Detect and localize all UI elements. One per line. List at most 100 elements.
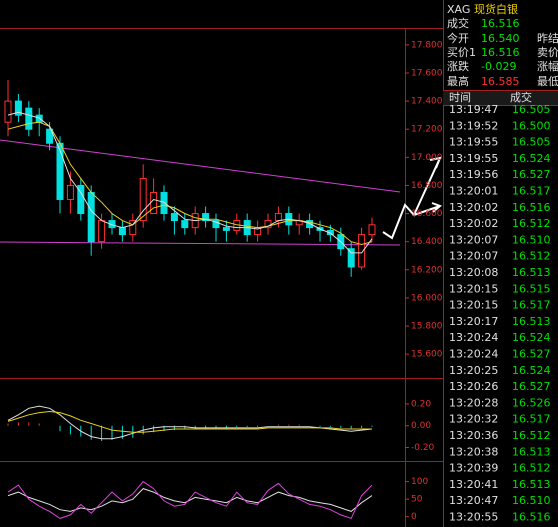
- tick-time: 13:19:55: [449, 136, 498, 149]
- quote-label: 今开: [447, 31, 469, 45]
- tick-time: 13:20:47: [449, 494, 498, 507]
- tick-price: 16.500: [512, 119, 551, 132]
- y-tick-label: 0.20: [411, 399, 431, 409]
- quote-side-label: 涨幅: [537, 60, 558, 73]
- tick-time: 13:20:07: [449, 233, 498, 246]
- y-tick-label: 17.000: [411, 153, 443, 163]
- candle-body: [274, 213, 282, 222]
- symbol: XAG: [447, 3, 470, 16]
- y-tick-label: 17.600: [411, 68, 443, 78]
- tick-time: 13:19:55: [449, 152, 498, 165]
- indicator-line: [7, 480, 373, 520]
- y-tick-label: 16.200: [411, 265, 443, 275]
- candle-body: [160, 191, 168, 215]
- tick-time: 13:20:24: [449, 348, 498, 361]
- y-tick-label: 16.000: [411, 293, 443, 303]
- y-tick-label: 17.200: [411, 125, 443, 135]
- candle-body: [358, 234, 366, 268]
- candle-body: [118, 227, 126, 236]
- tick-price: 16.512: [512, 217, 551, 230]
- quote-side-label: 卖价: [537, 46, 558, 59]
- tick-price: 16.524: [512, 331, 551, 344]
- candle-body: [98, 220, 106, 243]
- tick-price: 16.527: [512, 348, 551, 361]
- tick-time: 13:19:47: [449, 103, 498, 116]
- ticks-header: 时间: [449, 91, 471, 104]
- candle-body: [87, 191, 95, 243]
- tick-time: 13:20:25: [449, 364, 498, 377]
- tick-time: 13:20:36: [449, 429, 498, 442]
- candle-body: [14, 100, 22, 116]
- quote-side-label: 最低: [537, 75, 558, 88]
- candle-body: [25, 107, 33, 130]
- tick-time: 13:20:39: [449, 462, 498, 475]
- quote-label: 涨跌: [447, 59, 469, 73]
- tick-time: 13:19:52: [449, 119, 498, 132]
- candle-body: [66, 184, 74, 200]
- tick-time: 13:20:15: [449, 299, 498, 312]
- y-tick-label: 16.600: [411, 209, 443, 219]
- tick-price: 16.512: [512, 462, 551, 475]
- candle-body: [77, 184, 85, 215]
- candle-body: [222, 227, 230, 231]
- indicator-line: [7, 488, 373, 512]
- quote-label: 买价1: [447, 46, 476, 59]
- tick-price: 16.513: [512, 478, 551, 491]
- tick-price: 16.516: [512, 511, 551, 524]
- tick-time: 13:20:55: [449, 511, 498, 524]
- tick-time: 13:20:28: [449, 396, 498, 409]
- candle-body: [35, 114, 43, 123]
- symbol-name: 现货白银: [474, 2, 518, 16]
- annotation-arrows: [382, 156, 442, 240]
- tick-price: 16.524: [512, 152, 551, 165]
- quote-value: 16.516: [481, 46, 520, 59]
- tick-time: 13:19:56: [449, 168, 498, 181]
- y-tick-label: -0.20: [411, 443, 435, 453]
- tick-price: 16.515: [512, 282, 551, 295]
- indicator-line: [7, 405, 373, 440]
- y-tick-label: 100: [411, 477, 428, 487]
- trend-lines: [0, 139, 401, 246]
- tick-time: 13:20:41: [449, 478, 498, 491]
- ticks-header-bg: [443, 91, 558, 105]
- tick-price: 16.512: [512, 250, 551, 263]
- tick-price: 16.513: [512, 266, 551, 279]
- tick-time: 13:20:01: [449, 185, 498, 198]
- tick-time: 13:20:38: [449, 445, 498, 458]
- indicator-line: [7, 121, 373, 246]
- tick-price: 16.505: [512, 136, 551, 149]
- tick-price: 16.510: [512, 494, 551, 507]
- indicator-line: [7, 111, 373, 254]
- candle-body: [150, 191, 158, 215]
- y-tick-label: 17.400: [411, 97, 443, 107]
- candle-body: [139, 177, 147, 222]
- candle-body: [46, 128, 54, 144]
- candle-body: [212, 220, 220, 229]
- tick-time: 13:20:07: [449, 250, 498, 263]
- quote-value: -0.029: [481, 60, 516, 73]
- tick-price: 16.513: [512, 445, 551, 458]
- y-tick-label: 16.400: [411, 237, 443, 247]
- y-tick-label: 15.600: [411, 350, 443, 360]
- candle-body: [181, 220, 189, 229]
- y-tick-label: 50: [411, 495, 423, 505]
- tick-time: 13:20:08: [449, 266, 498, 279]
- tick-time: 13:20:17: [449, 315, 498, 328]
- tick-time: 13:20:24: [449, 331, 498, 344]
- y-tick-label: 16.800: [411, 181, 443, 191]
- quote-value: 16.540: [481, 32, 520, 45]
- tick-time: 13:20:02: [449, 201, 498, 214]
- tick-price: 16.527: [512, 380, 551, 393]
- tick-price: 16.505: [512, 103, 551, 116]
- candle-body: [170, 213, 178, 222]
- candle-body: [129, 220, 137, 236]
- candle-body: [347, 248, 355, 268]
- tick-price: 16.524: [512, 364, 551, 377]
- indicator-line: [7, 410, 372, 433]
- tick-price: 16.516: [512, 201, 551, 214]
- quote-value: 16.516: [481, 17, 520, 30]
